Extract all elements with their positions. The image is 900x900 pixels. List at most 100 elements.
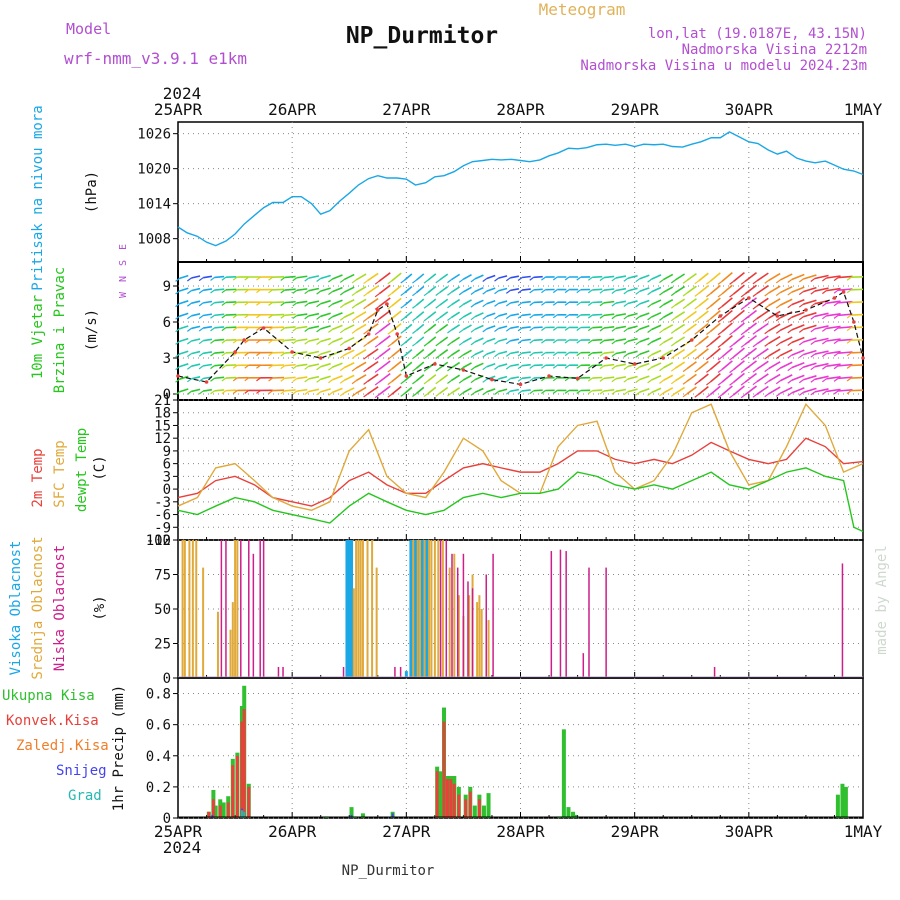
- wind-arrow: [592, 313, 603, 316]
- wind-arrow-head: [682, 330, 688, 335]
- wind-arrow: [284, 300, 296, 304]
- y-tick-label: 6: [163, 315, 171, 331]
- wind-arrow-head: [268, 352, 273, 357]
- bar: [350, 814, 353, 818]
- wind-arrow-head: [221, 339, 227, 344]
- top-year-label: 2024: [163, 84, 202, 103]
- wind-arrow: [756, 322, 769, 332]
- wind-arrow-head: [423, 380, 429, 385]
- wind-arrow-head: [351, 317, 357, 322]
- bar: [243, 811, 246, 818]
- wind-arrow: [284, 288, 296, 291]
- wind-arrow: [308, 275, 320, 279]
- wind-arrow-head: [292, 327, 298, 332]
- wind-arrow: [698, 348, 709, 358]
- wind-arrow: [378, 322, 391, 333]
- wind-arrow-head: [752, 330, 758, 335]
- wind-arrow: [308, 388, 320, 393]
- wind-arrow: [179, 363, 189, 368]
- wind-arrow: [521, 313, 531, 317]
- wind-arrow-head: [292, 390, 298, 395]
- wind-arrow: [203, 313, 213, 317]
- wind-arrow-head: [775, 355, 781, 360]
- wind-arrow: [603, 351, 615, 354]
- wind-arrow: [191, 338, 201, 342]
- wind-arrow-head: [494, 328, 499, 333]
- wind-arrow: [756, 272, 769, 282]
- wind-arrow: [592, 364, 603, 367]
- wind-arrow-head: [304, 340, 310, 345]
- wind-arrow: [343, 362, 355, 369]
- bar: [456, 567, 459, 678]
- wind-arrow-head: [221, 327, 227, 332]
- wind-arrow: [733, 322, 745, 333]
- bar: [565, 551, 567, 678]
- wind-arrow-head: [232, 314, 238, 319]
- wind-arrow: [639, 337, 650, 343]
- wind-arrow-head: [316, 278, 321, 282]
- bar: [442, 721, 446, 818]
- wind-arrow-head: [576, 314, 582, 319]
- wind-arrow: [733, 271, 745, 283]
- wind-arrow: [803, 274, 817, 280]
- bar: [262, 540, 265, 678]
- wind-arrow: [378, 347, 391, 358]
- wind-arrow-head: [635, 303, 641, 308]
- wind-arrow-head: [552, 364, 558, 369]
- wind-arrow-head: [435, 367, 441, 372]
- wind-arrow: [332, 324, 343, 331]
- wind-arrow: [391, 385, 402, 395]
- y-tick-label: 3: [163, 469, 171, 485]
- y-tick-label: 6: [163, 457, 171, 473]
- wind-arrow: [592, 351, 603, 354]
- wind-arrow: [474, 387, 484, 394]
- wind-arrow-head: [505, 289, 511, 294]
- wind-arrow-head: [374, 368, 380, 373]
- wind-arrow-head: [833, 352, 839, 357]
- bar: [183, 540, 186, 678]
- bar: [451, 553, 453, 678]
- bottom-day-label: 27APR: [382, 822, 431, 841]
- wind-arrow-head: [363, 355, 368, 360]
- wind-arrow-head: [529, 276, 535, 281]
- wind-arrow: [733, 334, 745, 346]
- bottom-day-label: 25APR: [154, 822, 203, 841]
- wind-arrow-head: [505, 327, 511, 332]
- wind-speed-point: [461, 368, 466, 372]
- bar: [235, 755, 239, 818]
- wind-arrow-head: [256, 326, 261, 331]
- wind-arrow: [214, 313, 225, 317]
- bar: [399, 666, 402, 678]
- wind-arrow-head: [423, 330, 429, 334]
- wind-arrow-head: [670, 380, 676, 385]
- wind-arrow-head: [339, 367, 345, 372]
- wind-arrow: [674, 311, 686, 319]
- wind-arrow: [498, 325, 508, 330]
- wind-arrow-head: [810, 378, 816, 383]
- y-tick-label: 0.6: [146, 718, 171, 734]
- wind-arrow: [439, 273, 449, 281]
- wind-arrow-head: [694, 343, 700, 348]
- wind-arrow-head: [175, 303, 180, 308]
- wind-arrow-head: [482, 341, 488, 345]
- bar: [457, 794, 461, 818]
- wind-arrow-head: [647, 354, 652, 359]
- wind-arrow-head: [470, 341, 476, 346]
- wind-arrow: [451, 286, 461, 293]
- wind-arrow-head: [374, 343, 380, 348]
- wind-arrow-head: [328, 366, 333, 371]
- wind-arrow: [826, 287, 841, 292]
- wind-arrow-head: [810, 278, 816, 282]
- wind-arrow-head: [564, 377, 570, 382]
- wind-arrow: [814, 388, 829, 393]
- wind-arrow-head: [412, 317, 417, 322]
- wind-arrow-head: [244, 289, 250, 294]
- wind-arrow-head: [764, 368, 770, 373]
- wind-arrow-head: [470, 291, 476, 295]
- wind-arrow: [320, 312, 331, 318]
- wind-arrow-head: [186, 327, 192, 332]
- wind-arrow-head: [682, 355, 688, 360]
- wind-arrow: [179, 337, 189, 343]
- wind-arrow-head: [529, 377, 535, 382]
- wind-arrow-head: [833, 314, 839, 319]
